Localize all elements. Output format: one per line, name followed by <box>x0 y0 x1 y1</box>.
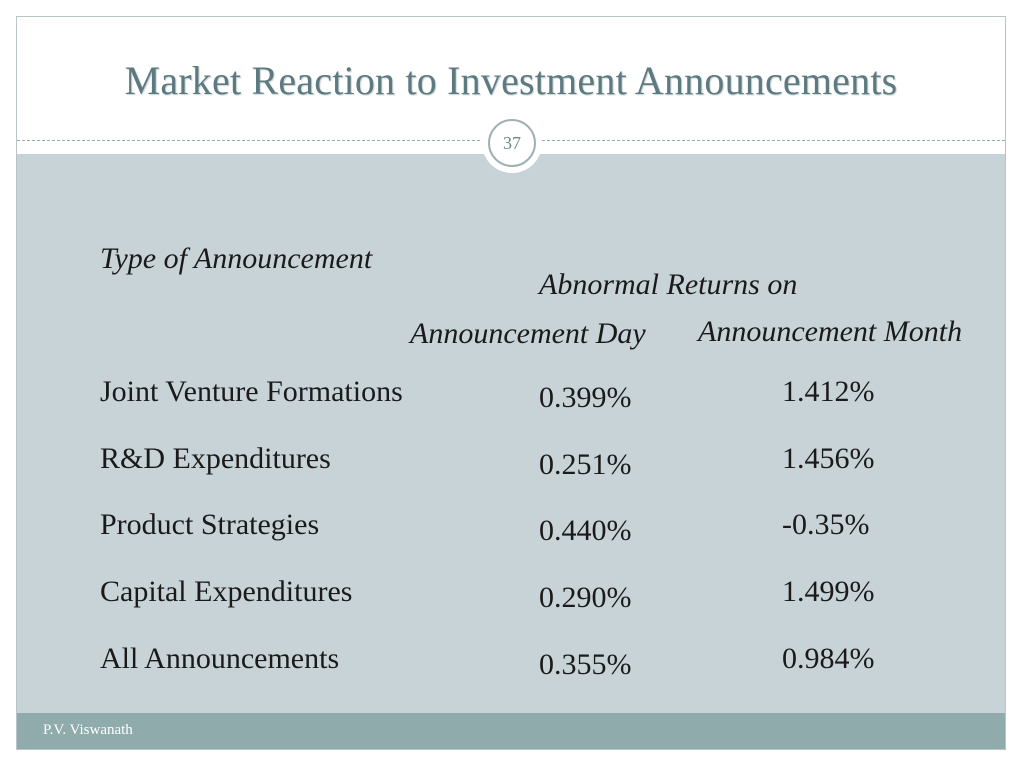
page-number: 37 <box>488 119 536 167</box>
row-month-return: 1.412% <box>782 375 875 408</box>
row-type: All Announcements <box>100 642 340 675</box>
row-type: Joint Venture Formations <box>100 375 403 408</box>
page-number-badge: 37 <box>482 113 542 173</box>
header-type-of-announcement: Type of Announcement <box>100 242 373 275</box>
row-month-return: -0.35% <box>782 508 870 541</box>
row-type: Product Strategies <box>100 508 320 541</box>
header-announcement-day: Announcement Day <box>410 317 646 350</box>
header-announcement-month: Announcement Month <box>698 315 963 348</box>
row-month-return: 0.984% <box>782 642 875 675</box>
row-month-return: 1.499% <box>782 575 875 608</box>
header-abnormal-returns: Abnormal Returns on <box>539 268 798 301</box>
row-day-return: 0.355% <box>539 648 632 681</box>
row-day-return: 0.290% <box>539 581 632 614</box>
row-day-return: 0.399% <box>539 381 632 414</box>
footer-bar: P.V. Viswanath <box>17 713 1005 749</box>
row-day-return: 0.440% <box>539 514 632 547</box>
footer-author: P.V. Viswanath <box>43 722 133 738</box>
content-panel: Type of Announcement Abnormal Returns on… <box>17 154 1005 714</box>
slide: Market Reaction to Investment Announceme… <box>16 16 1006 750</box>
row-type: Capital Expenditures <box>100 575 353 608</box>
row-type: R&D Expenditures <box>100 442 331 475</box>
row-month-return: 1.456% <box>782 442 875 475</box>
row-day-return: 0.251% <box>539 448 632 481</box>
slide-title: Market Reaction to Investment Announceme… <box>124 58 898 103</box>
